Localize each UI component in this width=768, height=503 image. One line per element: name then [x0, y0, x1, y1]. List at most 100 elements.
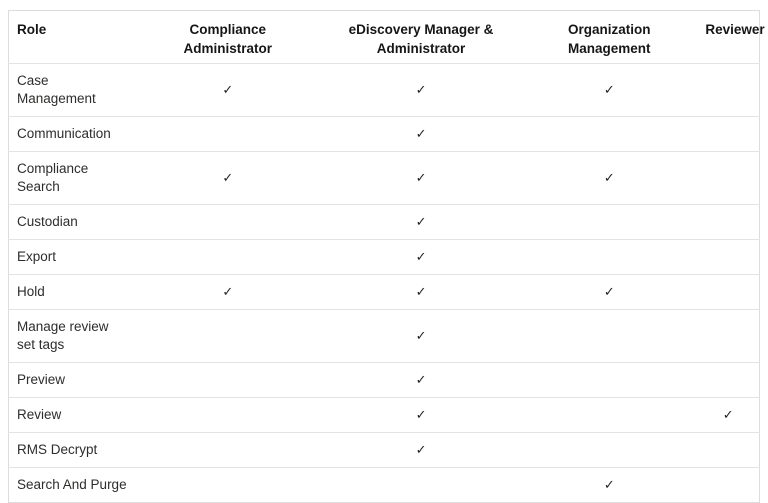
check-icon: ✓: [415, 249, 427, 264]
column-header-compliance-administrator: Compliance Administrator: [135, 11, 321, 64]
permission-cell-ediscovery-manager-administrator: ✓: [320, 432, 522, 468]
table-row: Manage review set tags ✓: [8, 309, 760, 363]
table-row: Preview ✓: [8, 362, 760, 398]
permission-cell-organization-management: [521, 309, 698, 363]
permission-cell-reviewer: [697, 432, 760, 468]
permission-cell-reviewer: [697, 467, 760, 503]
permission-cell-compliance-administrator: [134, 397, 321, 433]
table-body: Case Management ✓ ✓ ✓ Communication ✓ Complian…: [8, 63, 760, 503]
permission-cell-compliance-administrator: [134, 204, 321, 240]
permission-cell-ediscovery-manager-administrator: ✓: [320, 309, 522, 363]
permission-cell-reviewer: ✓: [697, 397, 760, 433]
table-row: Compliance Search ✓ ✓ ✓: [8, 151, 760, 205]
table-row: Custodian ✓: [8, 204, 760, 240]
role-cell: Hold: [8, 274, 135, 310]
permission-cell-ediscovery-manager-administrator: ✓: [320, 204, 522, 240]
permission-cell-compliance-administrator: [134, 467, 321, 503]
column-header-label: Reviewer: [705, 22, 765, 37]
permission-cell-organization-management: [521, 362, 698, 398]
permission-cell-compliance-administrator: [134, 116, 321, 152]
role-cell: Communication: [8, 116, 135, 152]
role-cell: Search And Purge: [8, 467, 135, 503]
check-icon: ✓: [415, 170, 427, 185]
table-row: Case Management ✓ ✓ ✓: [8, 63, 760, 117]
check-icon: ✓: [603, 82, 615, 97]
column-header-ediscovery-manager-administrator: eDiscovery Manager & Administrator: [321, 11, 521, 64]
table-row: RMS Decrypt ✓: [8, 432, 760, 468]
role-cell: Custodian: [8, 204, 135, 240]
permission-cell-compliance-administrator: [134, 239, 321, 275]
check-icon: ✓: [222, 170, 234, 185]
check-icon: ✓: [603, 477, 615, 492]
check-icon: ✓: [222, 82, 234, 97]
column-header-label: Administrator: [183, 41, 273, 56]
permission-cell-ediscovery-manager-administrator: ✓: [320, 362, 522, 398]
role-cell: RMS Decrypt: [8, 432, 135, 468]
role-cell: Case Management: [8, 63, 135, 117]
check-icon: ✓: [415, 82, 427, 97]
permission-cell-reviewer: [697, 63, 760, 117]
table-row: Export ✓: [8, 239, 760, 275]
permission-cell-ediscovery-manager-administrator: [320, 467, 522, 503]
permission-cell-compliance-administrator: [134, 432, 321, 468]
page: Role Compliance Administrator eDiscovery…: [8, 10, 765, 503]
check-icon: ✓: [603, 284, 615, 299]
role-cell: Review: [8, 397, 135, 433]
permission-cell-reviewer: [697, 309, 760, 363]
column-header-reviewer: Reviewer: [697, 11, 765, 64]
permission-cell-organization-management: ✓: [521, 467, 698, 503]
check-icon: ✓: [415, 214, 427, 229]
permission-cell-ediscovery-manager-administrator: ✓: [320, 151, 522, 205]
check-icon: ✓: [222, 284, 234, 299]
permission-cell-organization-management: ✓: [521, 151, 698, 205]
permission-cell-compliance-administrator: [134, 309, 321, 363]
permission-cell-reviewer: [697, 151, 760, 205]
permission-cell-compliance-administrator: ✓: [134, 274, 321, 310]
permission-cell-reviewer: [697, 239, 760, 275]
column-header-label: Compliance: [189, 22, 267, 37]
permission-cell-organization-management: ✓: [521, 274, 698, 310]
check-icon: ✓: [415, 328, 427, 343]
permission-cell-organization-management: [521, 204, 698, 240]
column-header-organization-management: Organization Management: [521, 11, 697, 64]
column-header-label: eDiscovery Manager &: [348, 22, 494, 37]
permission-cell-ediscovery-manager-administrator: ✓: [320, 274, 522, 310]
permission-cell-compliance-administrator: ✓: [134, 63, 321, 117]
permission-cell-organization-management: [521, 432, 698, 468]
check-icon: ✓: [415, 284, 427, 299]
table-row: Search And Purge ✓: [8, 467, 760, 503]
permission-cell-ediscovery-manager-administrator: ✓: [320, 239, 522, 275]
permission-cell-reviewer: [697, 204, 760, 240]
permission-cell-compliance-administrator: ✓: [134, 151, 321, 205]
column-header-label: Organization: [568, 22, 651, 37]
column-header-role: Role: [9, 11, 135, 64]
role-cell: Preview: [8, 362, 135, 398]
permission-cell-compliance-administrator: [134, 362, 321, 398]
table-header-row: Role Compliance Administrator eDiscovery…: [9, 11, 765, 64]
table-row: Communication ✓: [8, 116, 760, 152]
table-row: Hold ✓ ✓ ✓: [8, 274, 760, 310]
permission-cell-ediscovery-manager-administrator: ✓: [320, 397, 522, 433]
permission-cell-organization-management: ✓: [521, 63, 698, 117]
check-icon: ✓: [415, 407, 427, 422]
column-header-label: Administrator: [376, 41, 466, 56]
check-icon: ✓: [415, 442, 427, 457]
check-icon: ✓: [603, 170, 615, 185]
permission-cell-ediscovery-manager-administrator: ✓: [320, 116, 522, 152]
permission-cell-reviewer: [697, 116, 760, 152]
permission-cell-reviewer: [697, 362, 760, 398]
column-header-label: Management: [568, 41, 651, 56]
roles-permissions-table: Role Compliance Administrator eDiscovery…: [8, 10, 765, 503]
column-header-label: Role: [17, 22, 47, 37]
role-cell: Export: [8, 239, 135, 275]
permission-cell-organization-management: [521, 397, 698, 433]
check-icon: ✓: [415, 372, 427, 387]
permission-cell-organization-management: [521, 116, 698, 152]
permission-cell-ediscovery-manager-administrator: ✓: [320, 63, 522, 117]
role-cell: Manage review set tags: [8, 309, 135, 363]
check-icon: ✓: [415, 126, 427, 141]
table-row: Review ✓ ✓: [8, 397, 760, 433]
role-cell: Compliance Search: [8, 151, 135, 205]
check-icon: ✓: [722, 407, 734, 422]
permission-cell-organization-management: [521, 239, 698, 275]
